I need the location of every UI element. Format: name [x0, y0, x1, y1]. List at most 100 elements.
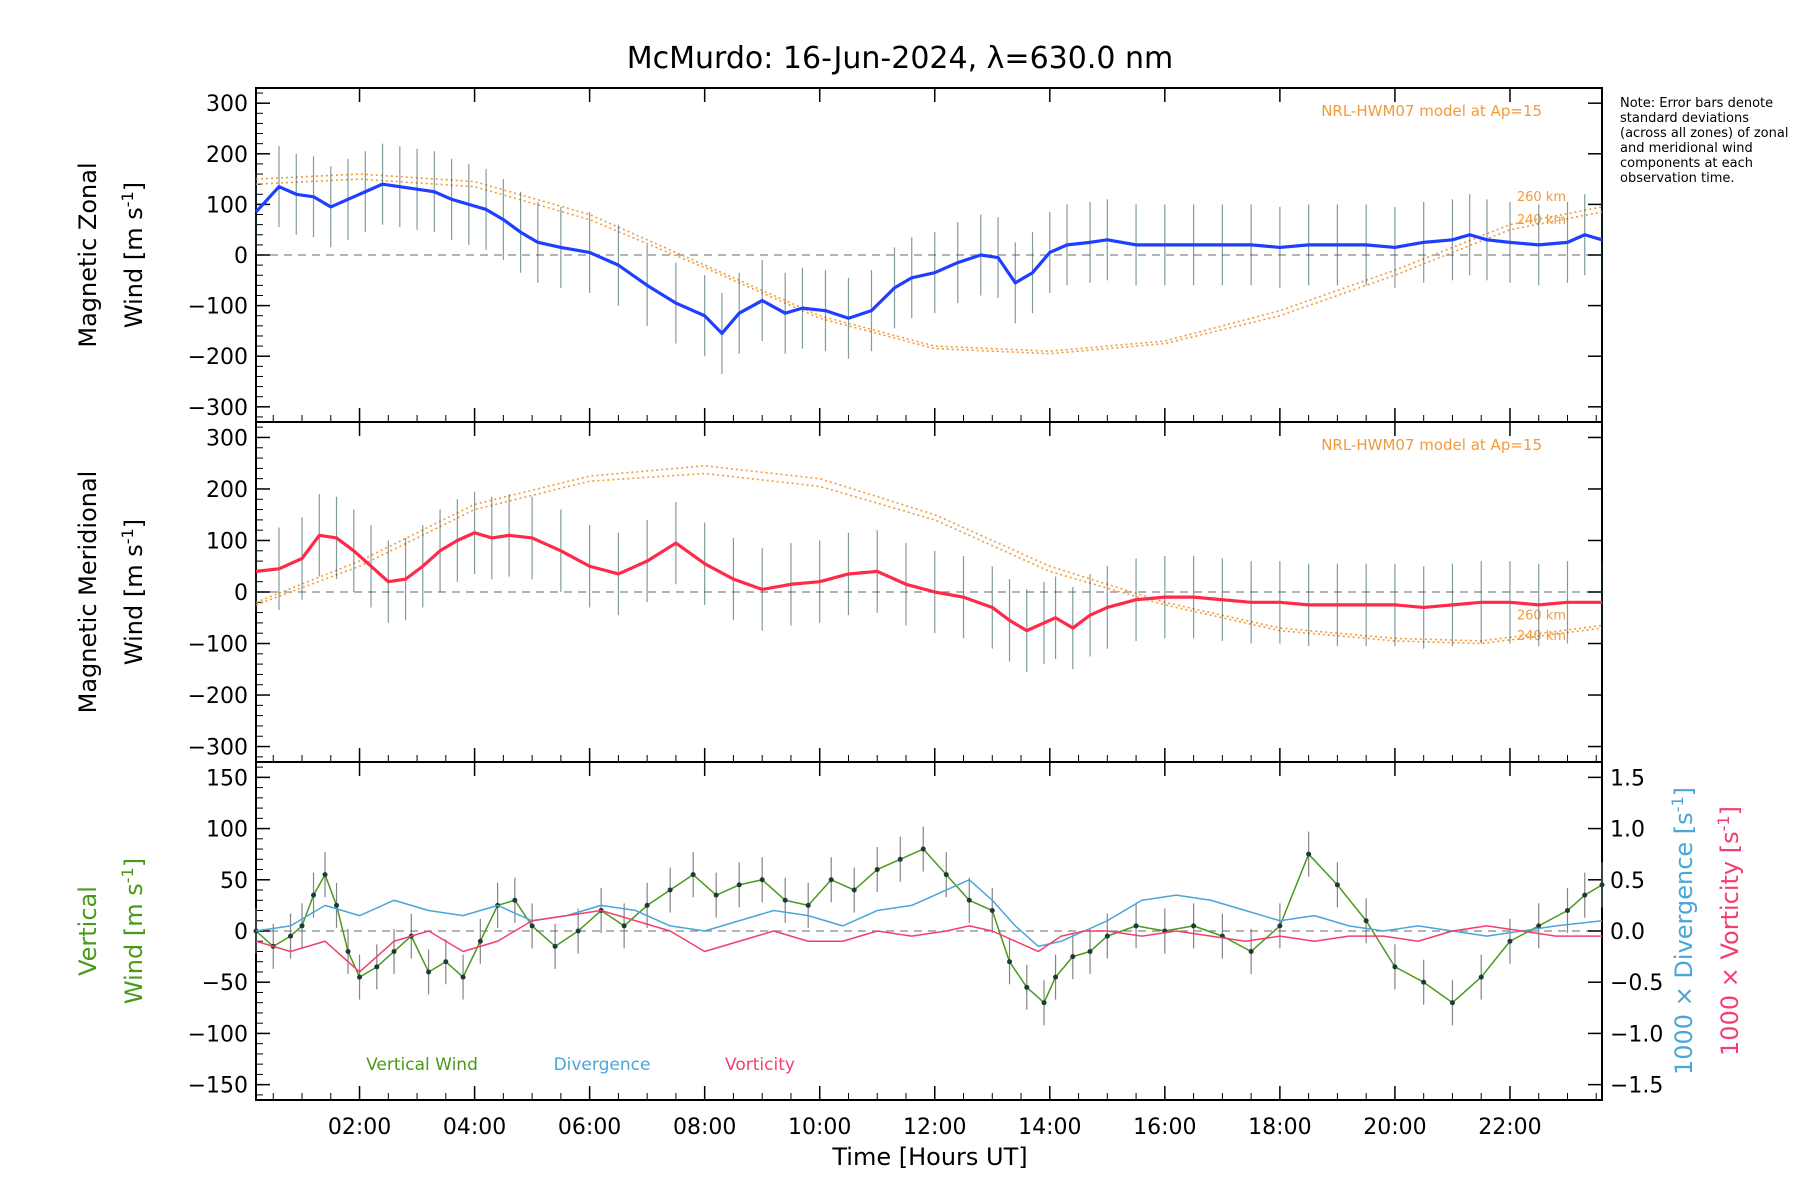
vertical-wind-point: [782, 897, 788, 903]
right-ytick-label: −1.0: [1610, 1022, 1663, 1047]
vertical-wind-point: [851, 887, 857, 893]
zonal-ylabel-line2: Wind [m s-1]: [118, 182, 149, 328]
vertical-wind-point: [512, 897, 518, 903]
vertical-panel: 150 100 50 0 −50 −100 −150 02:00 04:00 06:00 08:00…: [74, 761, 1745, 1140]
meridional-model-label: NRL-HWM07 model at Ap=15: [1321, 436, 1542, 454]
vertical-wind-point: [426, 969, 432, 975]
vertical-wind-point: [477, 938, 483, 944]
meridional-model-alt-label: 260 km: [1517, 608, 1566, 623]
vertical-wind-point: [1041, 1000, 1047, 1006]
vertical-wind-point: [299, 923, 305, 929]
vertical-wind-point: [1133, 923, 1139, 929]
vertical-wind-point: [667, 887, 673, 893]
vertical-wind-point: [690, 872, 696, 878]
right-ytick-label: 1.5: [1610, 766, 1645, 791]
vertical-wind-point: [1277, 923, 1283, 929]
vertical-wind-point: [1104, 933, 1110, 939]
vertical-wind-point: [1536, 923, 1542, 929]
zonal-ylabel-line1: Magnetic Zonal: [74, 162, 102, 347]
vertical-wind-point: [1599, 882, 1605, 888]
vertical-wind-point: [357, 974, 363, 980]
meridional-ytick-label: −100: [188, 633, 248, 658]
vertical-ytick-label: −50: [202, 971, 248, 996]
meridional-ylabel-line2: Wind [m s-1]: [118, 519, 149, 665]
zonal-model-alt-label: 240 km: [1517, 213, 1566, 228]
vertical-wind-point: [1306, 851, 1312, 857]
zonal-model-curve: [255, 178, 1603, 355]
right-ytick-label: 1.0: [1610, 818, 1645, 843]
zonal-ytick-label: −200: [188, 345, 248, 370]
right-ytick-label: −1.5: [1610, 1074, 1663, 1099]
vertical-wind-point: [989, 908, 995, 914]
vertical-wind-point: [288, 933, 294, 939]
zonal-ytick-label: 300: [206, 92, 248, 117]
vertical-ylabel-line2: Wind [m s-1]: [118, 858, 149, 1004]
x-tick-label: 06:00: [558, 1115, 621, 1140]
vertical-wind-point: [1053, 974, 1059, 980]
vertical-wind-point: [736, 882, 742, 888]
vertical-wind-point: [1449, 1000, 1455, 1006]
vertical-wind-point: [1582, 892, 1588, 898]
vertical-wind-point: [920, 846, 926, 852]
meridional-ytick-label: 0: [234, 581, 248, 606]
vertical-wind-point: [374, 964, 380, 970]
vertical-wind-point: [1392, 964, 1398, 970]
zonal-ytick-label: 200: [206, 143, 248, 168]
meridional-model-alt-label: 240 km: [1517, 629, 1566, 644]
divergence-line: [255, 879, 1603, 948]
zonal-wind-line: [254, 182, 1603, 336]
vertical-wind-point: [943, 872, 949, 878]
vertical-wind-point: [759, 877, 765, 883]
legend-item-vertical-wind: Vertical Wind: [366, 1055, 478, 1075]
x-axis-label: Time [Hours UT]: [831, 1143, 1027, 1171]
x-tick-label: 12:00: [903, 1115, 966, 1140]
meridional-ytick-label: 300: [206, 426, 248, 451]
vertical-wind-point: [1070, 954, 1076, 960]
right-ytick-label: 0.0: [1610, 920, 1645, 945]
vertical-wind-point: [805, 902, 811, 908]
x-tick-label: 20:00: [1363, 1115, 1426, 1140]
x-tick-label: 18:00: [1248, 1115, 1311, 1140]
meridional-ytick-label: 200: [206, 478, 248, 503]
vertical-ytick-label: −100: [188, 1022, 248, 1047]
divergence-ylabel: 1000 × Divergence [s-1]: [1668, 787, 1699, 1075]
x-tick-label: 04:00: [443, 1115, 506, 1140]
x-tick-label: 02:00: [328, 1115, 391, 1140]
chart-title: McMurdo: 16-Jun-2024, λ=630.0 nm: [627, 41, 1173, 76]
vertical-wind-point: [1024, 984, 1030, 990]
vertical-wind-point: [828, 877, 834, 883]
x-tick-label: 22:00: [1478, 1115, 1541, 1140]
meridional-ylabel-line1: Magnetic Meridional: [74, 471, 102, 714]
zonal-panel: 300 200 100 0 −100 −200 −300 260 km 240 km NRL-HW…: [74, 87, 1603, 423]
right-ytick-label: 0.5: [1610, 869, 1645, 894]
error-bar-note: Note: Error bars denote standard deviati…: [1620, 96, 1789, 186]
vorticity-ylabel: 1000 × Vorticity [s-1]: [1714, 806, 1745, 1056]
vorticity-line: [255, 909, 1602, 973]
zonal-ytick-label: −100: [188, 295, 248, 320]
vertical-wind-line: [255, 848, 1603, 1004]
vertical-wind-point: [575, 928, 581, 934]
vertical-wind-point: [1507, 938, 1513, 944]
vertical-wind-point: [1334, 882, 1340, 888]
vertical-wind-point: [713, 892, 719, 898]
vertical-ytick-label: 0: [234, 920, 248, 945]
meridional-wind-line: [255, 531, 1602, 633]
vertical-ytick-label: 100: [206, 818, 248, 843]
vertical-wind-point: [1478, 974, 1484, 980]
meridional-ytick-label: 100: [206, 529, 248, 554]
vertical-wind-point: [644, 902, 650, 908]
vertical-ytick-label: −150: [188, 1074, 248, 1099]
zonal-model-alt-label: 260 km: [1517, 190, 1566, 205]
vertical-wind-point: [1363, 918, 1369, 924]
vertical-wind-point: [1248, 948, 1254, 954]
meridional-ytick-label: −300: [188, 736, 248, 761]
vertical-wind-point: [322, 872, 328, 878]
vertical-wind-point: [443, 959, 449, 965]
vertical-wind-point: [1564, 908, 1570, 914]
vertical-wind-point: [874, 867, 880, 873]
vertical-wind-point: [1087, 948, 1093, 954]
right-ytick-label: −0.5: [1610, 971, 1663, 996]
meridional-ytick-label: −200: [188, 684, 248, 709]
vertical-wind-point: [345, 948, 351, 954]
